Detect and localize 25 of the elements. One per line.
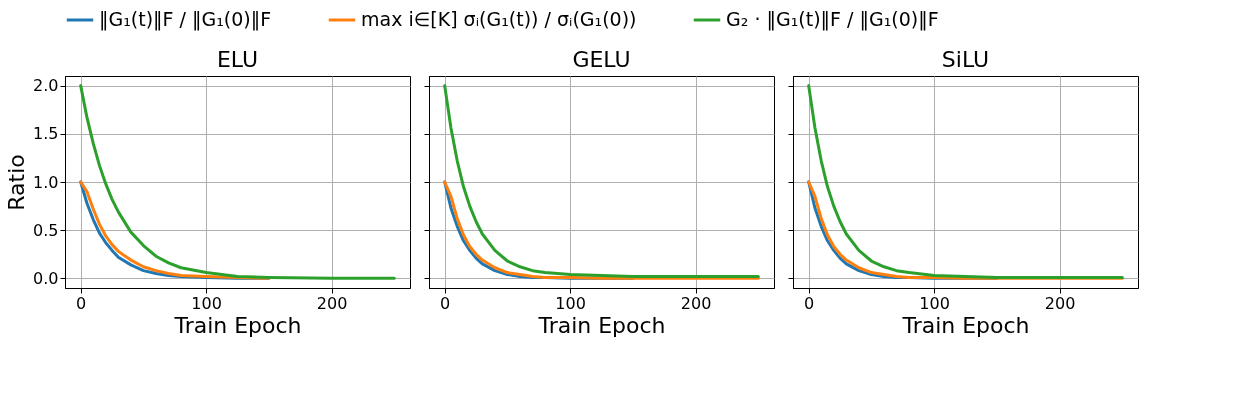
y-tick-label: 1.0: [33, 172, 59, 192]
chart-title: GELU: [572, 47, 631, 72]
legend-label: ‖G₁(t)‖F / ‖G₁(0)‖F: [99, 8, 272, 31]
x-axis-title: Train Epoch: [173, 312, 302, 338]
line-series: [79, 84, 396, 280]
chart-title: SiLU: [941, 47, 990, 72]
y-axis-title: Ratio: [4, 154, 30, 211]
x-axis-title: Train Epoch: [901, 312, 1030, 338]
legend-label: max i∈[K] σᵢ(G₁(t)) / σᵢ(G₁(0)): [361, 8, 637, 30]
x-tick-label: 0: [804, 293, 815, 313]
x-tick-label: 0: [76, 293, 87, 313]
chart-title: ELU: [216, 47, 259, 72]
x-tick-label: 100: [555, 293, 586, 313]
legend-label: G₂ · ‖G₁(t)‖F / ‖G₁(0)‖F: [726, 8, 939, 31]
x-tick-label: 200: [1044, 293, 1076, 313]
x-tick-label: 200: [680, 293, 712, 313]
y-tick-label: 2.0: [33, 76, 59, 96]
y-tick-label: 1.5: [33, 124, 59, 144]
x-axis-title: Train Epoch: [537, 312, 666, 338]
y-tick-label: 0.5: [33, 220, 59, 240]
x-tick-label: 100: [919, 293, 950, 313]
x-tick-label: 0: [440, 293, 451, 313]
x-tick-label: 200: [316, 293, 348, 313]
y-tick-label: 0.0: [33, 268, 59, 288]
x-tick-label: 100: [191, 293, 222, 313]
